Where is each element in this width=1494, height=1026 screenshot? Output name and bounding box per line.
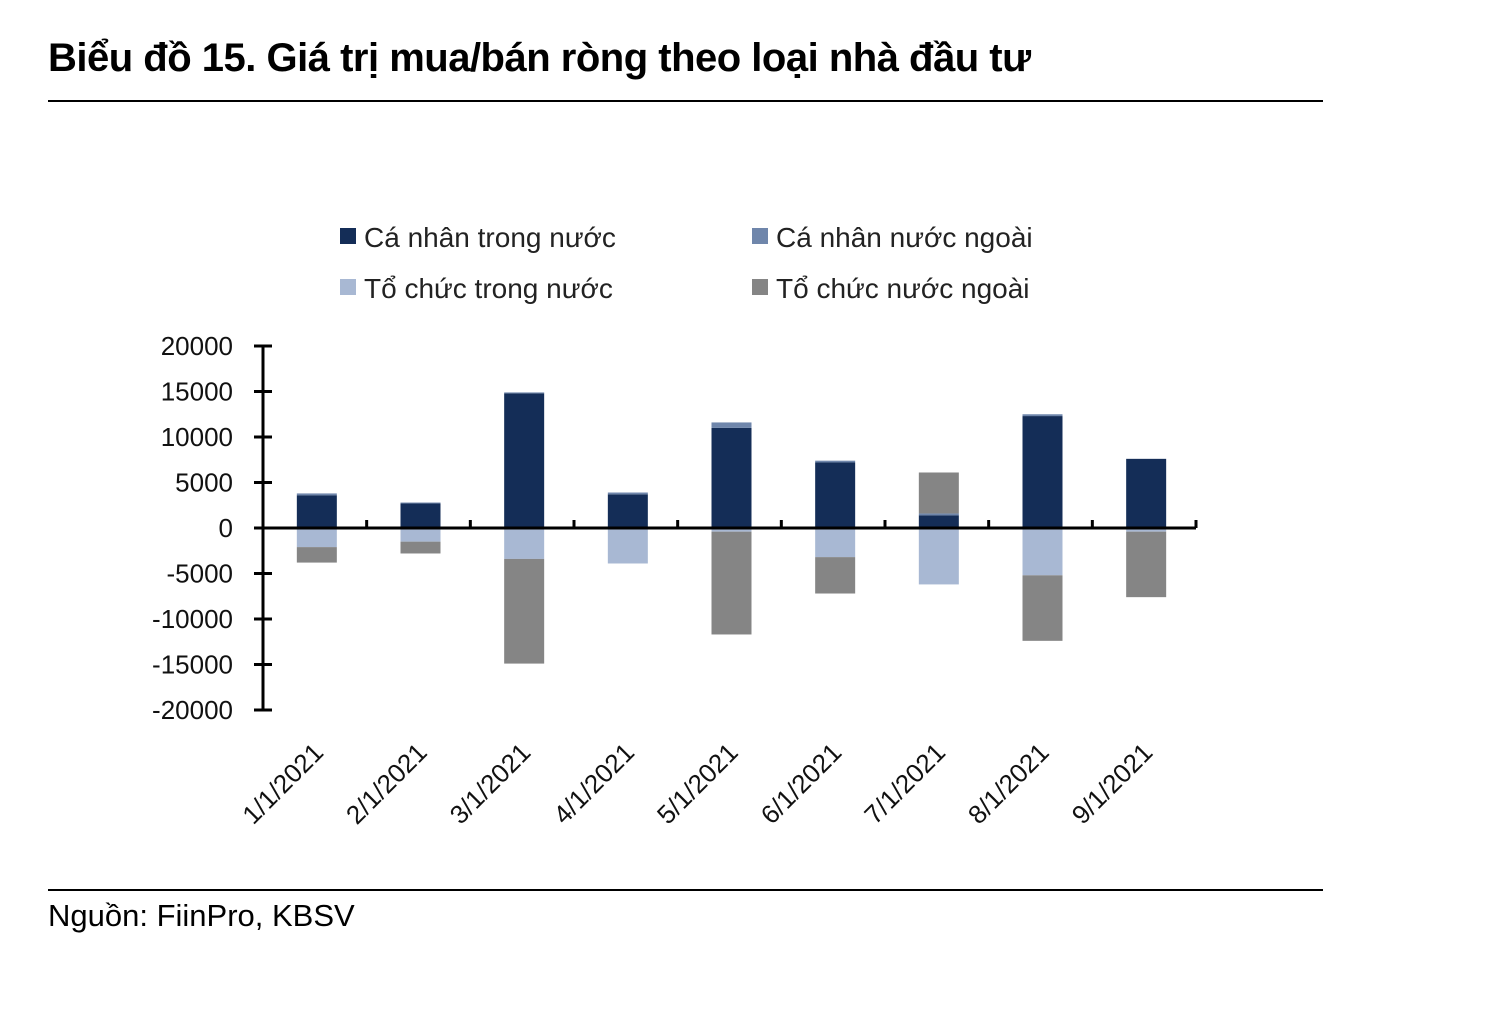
x-tick-label: 8/1/2021 xyxy=(962,737,1055,830)
bar-5-series-3 xyxy=(711,528,752,532)
bar-1-series-2 xyxy=(296,493,337,496)
bar-3-series-4 xyxy=(504,558,545,664)
bar-1-series-4 xyxy=(296,547,337,563)
bar-5-series-4 xyxy=(711,531,752,635)
bar-9-series-4 xyxy=(1126,531,1167,598)
x-tick-label: 2/1/2021 xyxy=(340,737,433,830)
y-tick-label: 0 xyxy=(219,513,233,543)
bar-8-series-2 xyxy=(1022,414,1063,417)
y-tick-label: -10000 xyxy=(152,604,233,634)
bar-2-series-1 xyxy=(400,503,441,528)
y-tick-label: 10000 xyxy=(161,422,233,452)
x-tick-label: 1/1/2021 xyxy=(236,737,329,830)
bar-8-series-4 xyxy=(1022,575,1063,641)
source-divider xyxy=(48,889,1323,891)
bar-2-series-2 xyxy=(400,502,441,504)
y-tick-label: 5000 xyxy=(175,468,233,498)
legend-label-1: Cá nhân trong nước xyxy=(364,222,616,253)
bars xyxy=(296,392,1167,664)
bar-1-series-1 xyxy=(296,495,337,528)
legend-swatch-2 xyxy=(752,228,768,244)
bar-6-series-1 xyxy=(815,462,856,528)
x-tick-label: 6/1/2021 xyxy=(755,737,848,830)
y-tick-label: 20000 xyxy=(161,331,233,361)
y-tick-label: -20000 xyxy=(152,695,233,725)
legend: Cá nhân trong nước Cá nhân nước ngoài Tổ c… xyxy=(340,222,1033,304)
y-tick-label: -5000 xyxy=(167,559,234,589)
bar-3-series-3 xyxy=(504,528,545,559)
x-tick-label: 3/1/2021 xyxy=(444,737,537,830)
bar-7-series-3 xyxy=(918,528,959,585)
bar-6-series-2 xyxy=(815,460,856,463)
bar-6-series-3 xyxy=(815,528,856,558)
legend-label-4: Tổ chức nước ngoài xyxy=(776,273,1030,304)
bar-4-series-2 xyxy=(607,492,648,495)
bar-9-series-3 xyxy=(1126,528,1167,532)
chart-title: Biểu đồ 15. Giá trị mua/bán ròng theo lo… xyxy=(48,36,1031,80)
x-tick-label: 9/1/2021 xyxy=(1066,737,1159,830)
bar-6-series-4 xyxy=(815,557,856,594)
x-tick-label: 7/1/2021 xyxy=(858,737,951,830)
legend-label-2: Cá nhân nước ngoài xyxy=(776,222,1033,253)
x-tick-label: 5/1/2021 xyxy=(651,737,744,830)
y-tick-label: -15000 xyxy=(152,650,233,680)
title-divider xyxy=(48,100,1323,102)
bar-9-series-1 xyxy=(1126,458,1167,528)
bar-2-series-3 xyxy=(400,528,441,542)
bar-4-series-1 xyxy=(607,494,648,528)
bar-7-series-1 xyxy=(918,515,959,528)
bar-5-series-1 xyxy=(711,427,752,528)
bar-8-series-3 xyxy=(1022,528,1063,576)
bar-7-series-2 xyxy=(918,513,959,516)
x-tick-label: 4/1/2021 xyxy=(547,737,640,830)
legend-swatch-1 xyxy=(340,228,356,244)
legend-swatch-4 xyxy=(752,279,768,295)
source-note: Nguồn: FiinPro, KBSV xyxy=(48,898,355,933)
bar-1-series-3 xyxy=(296,528,337,548)
bar-4-series-3 xyxy=(607,528,648,564)
bar-2-series-4 xyxy=(400,541,441,554)
legend-label-3: Tổ chức trong nước xyxy=(364,273,613,304)
y-tick-label: 15000 xyxy=(161,377,233,407)
legend-swatch-3 xyxy=(340,279,356,295)
bar-5-series-2 xyxy=(711,422,752,428)
bar-3-series-1 xyxy=(504,393,545,528)
bar-3-series-2 xyxy=(504,392,545,394)
bar-7-series-4 xyxy=(918,472,959,514)
bar-8-series-1 xyxy=(1022,416,1063,528)
